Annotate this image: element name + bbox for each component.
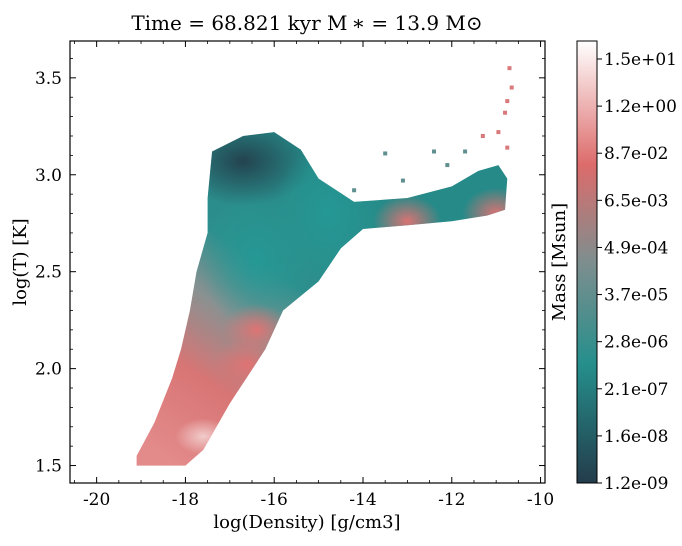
x-tick-label: -16 <box>261 490 288 510</box>
colorbar-tick-label: 6.5e-03 <box>604 191 668 211</box>
colorbar-tick-label: 4.9e-04 <box>604 238 668 258</box>
y-tick-label: 3.0 <box>35 166 62 186</box>
scatter-point <box>505 145 510 150</box>
scatter-point <box>503 110 508 115</box>
x-tick-label: -14 <box>349 490 376 510</box>
colorbar-tick-label: 1.5e+01 <box>604 50 677 70</box>
x-axis-label: log(Density) [g/cm3] <box>213 512 400 533</box>
colorbar-tick-label: 8.7e-02 <box>604 144 668 164</box>
x-tick-label: -10 <box>527 490 554 510</box>
low-mass-region <box>272 143 383 284</box>
colorbar-gradient <box>576 40 598 484</box>
x-tick-label: -20 <box>83 490 110 510</box>
y-tick-label: 2.0 <box>35 360 62 380</box>
scatter-point <box>496 130 501 135</box>
plot-area <box>136 66 514 466</box>
mass-concentration <box>373 195 442 248</box>
y-axis-label: log(T) [K] <box>10 218 31 305</box>
scatter-point <box>505 99 510 104</box>
y-axis: 1.5 2.0 2.5 3.0 3.5 <box>35 58 545 477</box>
scatter-point <box>352 188 357 193</box>
axes-frame <box>69 40 546 484</box>
x-tick-label: -18 <box>172 490 199 510</box>
colorbar: 1.2e-09 1.6e-08 2.1e-07 2.8e-06 3.7e-05 4.9e-… <box>549 40 677 494</box>
scatter-point <box>507 66 512 71</box>
colorbar-tick-label: 1.2e+00 <box>604 97 677 117</box>
scatter-point <box>400 178 405 183</box>
scatter-point <box>432 149 437 154</box>
colorbar-tick-label: 2.1e-07 <box>604 380 668 400</box>
scatter-point <box>383 151 388 156</box>
y-tick-label: 3.5 <box>35 69 62 89</box>
scatter-point <box>509 85 514 90</box>
colorbar-tick-label: 1.2e-09 <box>604 474 668 494</box>
colorbar-label: Mass [Msun] <box>549 203 570 321</box>
chart-title: Time = 68.821 kyr M ∗ = 13.9 M⊙ <box>131 11 482 35</box>
y-tick-label: 2.5 <box>35 263 62 283</box>
mass-concentration <box>175 418 232 455</box>
colorbar-tick-label: 2.8e-06 <box>604 333 668 353</box>
scatter-point <box>445 163 450 168</box>
scatter-point <box>463 149 468 154</box>
x-tick-label: -12 <box>438 490 465 510</box>
colorbar-tick-label: 3.7e-05 <box>604 286 668 306</box>
scatter-point <box>480 133 485 138</box>
colorbar-tick-label: 1.6e-08 <box>604 427 668 447</box>
mass-concentration <box>222 303 291 356</box>
x-axis: -20 -18 -16 -14 -12 -10 <box>74 41 554 510</box>
y-tick-label: 1.5 <box>35 457 62 477</box>
mass-concentration <box>462 187 508 240</box>
